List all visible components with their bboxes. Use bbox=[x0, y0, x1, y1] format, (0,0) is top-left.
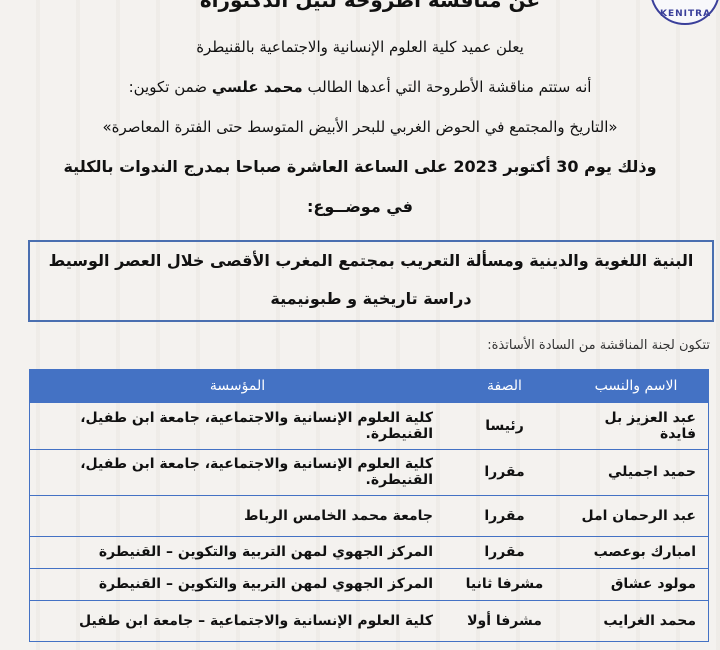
member-name: عبد الرحمان امل bbox=[564, 495, 709, 537]
subject-line-2: دراسة تاريخية و طبونيمية bbox=[270, 289, 472, 308]
subject-label: في موضــوع: bbox=[307, 197, 413, 216]
member-role: رئيسا bbox=[445, 403, 564, 450]
text: ضمن تكوين: bbox=[128, 78, 208, 96]
table-row: عبد الرحمان امل مقررا جامعة محمد الخامس ال… bbox=[29, 495, 709, 537]
committee-table: الاسم والنسب الصفة المؤسسة عبد العزيز بل… bbox=[29, 369, 709, 642]
table-row: حميد اجميلي مقررا كلية العلوم الإنسانية وا… bbox=[29, 449, 709, 496]
member-name: مولود عشاق bbox=[564, 568, 709, 601]
member-institution: كلية العلوم الإنسانية والاجتماعية، جامعة… bbox=[29, 449, 445, 496]
member-role: مشرفا ثانيا bbox=[445, 568, 564, 601]
text: أنه ستتم مناقشة الأطروحة التي أعدها الطا… bbox=[307, 78, 592, 96]
announcement-line-2: أنه ستتم مناقشة الأطروحة التي أعدها الطا… bbox=[0, 78, 720, 96]
member-role: مشرفا أولا bbox=[445, 600, 564, 642]
member-name: امبارك بوعصب bbox=[564, 536, 709, 569]
member-institution: المركز الجهوي لمهن التربية والتكوين – ال… bbox=[29, 568, 445, 601]
member-institution: جامعة محمد الخامس الرباط bbox=[29, 495, 445, 537]
member-name: محمد الغرايب bbox=[564, 600, 709, 642]
table-row: عبد العزيز بل فايدة رئيسا كلية العلوم الإن… bbox=[29, 403, 709, 450]
header-name: الاسم والنسب bbox=[564, 369, 709, 403]
member-institution: كلية العلوم الإنسانية والاجتماعية – جامع… bbox=[29, 600, 445, 642]
header-institution: المؤسسة bbox=[29, 369, 445, 403]
member-name: عبد العزيز بل فايدة bbox=[564, 403, 709, 450]
table-row: امبارك بوعصب مقررا المركز الجهوي لمهن التر… bbox=[29, 536, 709, 569]
member-name: حميد اجميلي bbox=[564, 449, 709, 496]
program-name: «التاريخ والمجتمع في الحوض الغربي للبحر … bbox=[102, 118, 618, 136]
member-role: مقررا bbox=[445, 449, 564, 496]
member-institution: المركز الجهوي لمهن التربية والتكوين – ال… bbox=[29, 536, 445, 569]
table-row: مولود عشاق مشرفا ثانيا المركز الجهوي لمهن … bbox=[29, 568, 709, 601]
member-role: مقررا bbox=[445, 495, 564, 537]
thesis-subject-box: البنية اللغوية والدينية ومسألة التعريب ب… bbox=[28, 240, 714, 322]
announcement-line-1: يعلن عميد كلية العلوم الإنسانية والاجتما… bbox=[196, 38, 524, 56]
subject-line-1: البنية اللغوية والدينية ومسألة التعريب ب… bbox=[48, 251, 694, 270]
page-title: عن مناقشة أطروحة لنيل الدكتوراه bbox=[199, 0, 541, 12]
header-role: الصفة bbox=[445, 369, 564, 403]
committee-intro: تتكون لجنة المناقشة من السادة الأساتذة: bbox=[487, 338, 710, 353]
logo-text: KENITRA bbox=[660, 9, 712, 19]
table-header: الاسم والنسب الصفة المؤسسة bbox=[29, 369, 709, 403]
date-line: وذلك يوم 30 أكتوبر 2023 على الساعة العاش… bbox=[63, 157, 657, 176]
member-institution: كلية العلوم الإنسانية والاجتماعية، جامعة… bbox=[29, 403, 445, 450]
student-name: محمد علسي bbox=[211, 78, 303, 96]
member-role: مقررا bbox=[445, 536, 564, 569]
table-row: محمد الغرايب مشرفا أولا كلية العلوم الإنسا… bbox=[29, 600, 709, 642]
